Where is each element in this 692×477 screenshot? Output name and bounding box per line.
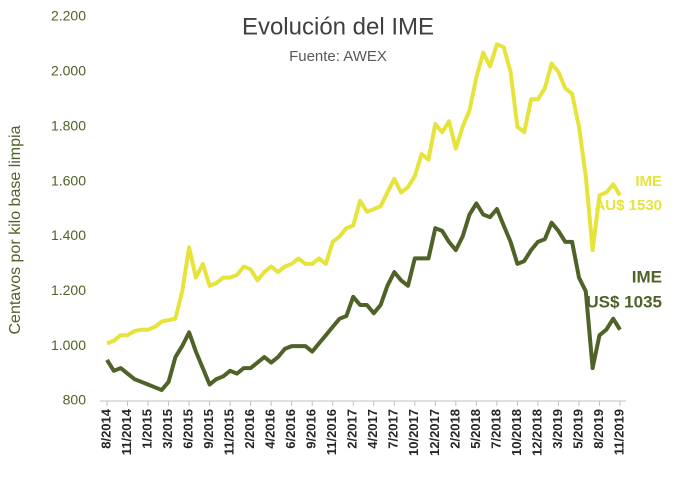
- x-tick-label: 2/2016: [242, 409, 257, 449]
- x-tick-label: 12/2018: [529, 409, 544, 456]
- y-tick-label: 2.000: [51, 63, 86, 79]
- x-tick-label: 5/2018: [468, 409, 483, 449]
- x-tick-label: 11/2015: [222, 409, 237, 455]
- x-tick-label: 8/2019: [591, 409, 606, 449]
- y-axis-label: Centavos por kilo base limpia: [7, 125, 24, 334]
- y-tick-label: 1.000: [51, 337, 86, 353]
- x-tick-label: 12/2017: [427, 409, 442, 456]
- x-tick-label: 4/2016: [263, 409, 278, 449]
- x-tick-label: 8/2014: [98, 408, 113, 449]
- y-tick-label: 1.600: [51, 172, 86, 188]
- chart-subtitle: Fuente: AWEX: [289, 48, 387, 65]
- y-tick-label: 800: [63, 392, 87, 408]
- x-tick-label: 10/2017: [406, 409, 421, 456]
- annotation: IME: [632, 267, 662, 286]
- y-tick-label: 2.200: [51, 8, 86, 24]
- annotation: IME: [635, 173, 662, 190]
- series-line: [105, 201, 622, 392]
- x-tick-label: 6/2016: [283, 409, 298, 449]
- x-tick-label: 4/2017: [365, 409, 380, 449]
- x-tick-label: 2/2017: [345, 409, 360, 449]
- x-tick-label: 7/2018: [488, 409, 503, 449]
- x-tick-label: 11/2019: [611, 409, 626, 455]
- x-tick-label: 3/2015: [160, 409, 175, 449]
- chart-title: Evolución del IME: [242, 13, 434, 40]
- x-tick-label: 1/2015: [139, 409, 154, 449]
- x-tick-label: 5/2019: [570, 409, 585, 449]
- y-tick-label: 1.400: [51, 227, 86, 243]
- y-tick-label: 1.200: [51, 282, 86, 298]
- x-tick-label: 10/2018: [509, 409, 524, 456]
- x-tick-label: 9/2016: [304, 409, 319, 449]
- x-tick-label: 9/2015: [201, 409, 216, 449]
- y-tick-label: 1.800: [51, 117, 86, 133]
- annotation: US$ 1035: [586, 292, 662, 311]
- x-tick-label: 7/2017: [386, 409, 401, 449]
- x-tick-label: 2/2018: [447, 409, 462, 449]
- x-tick-label: 3/2019: [550, 409, 565, 449]
- series-line: [106, 42, 622, 346]
- annotation: AU$ 1530: [594, 197, 662, 214]
- x-tick-label: 11/2016: [324, 409, 339, 455]
- x-tick-label: 6/2015: [181, 409, 196, 449]
- x-tick-label: 11/2014: [119, 408, 134, 455]
